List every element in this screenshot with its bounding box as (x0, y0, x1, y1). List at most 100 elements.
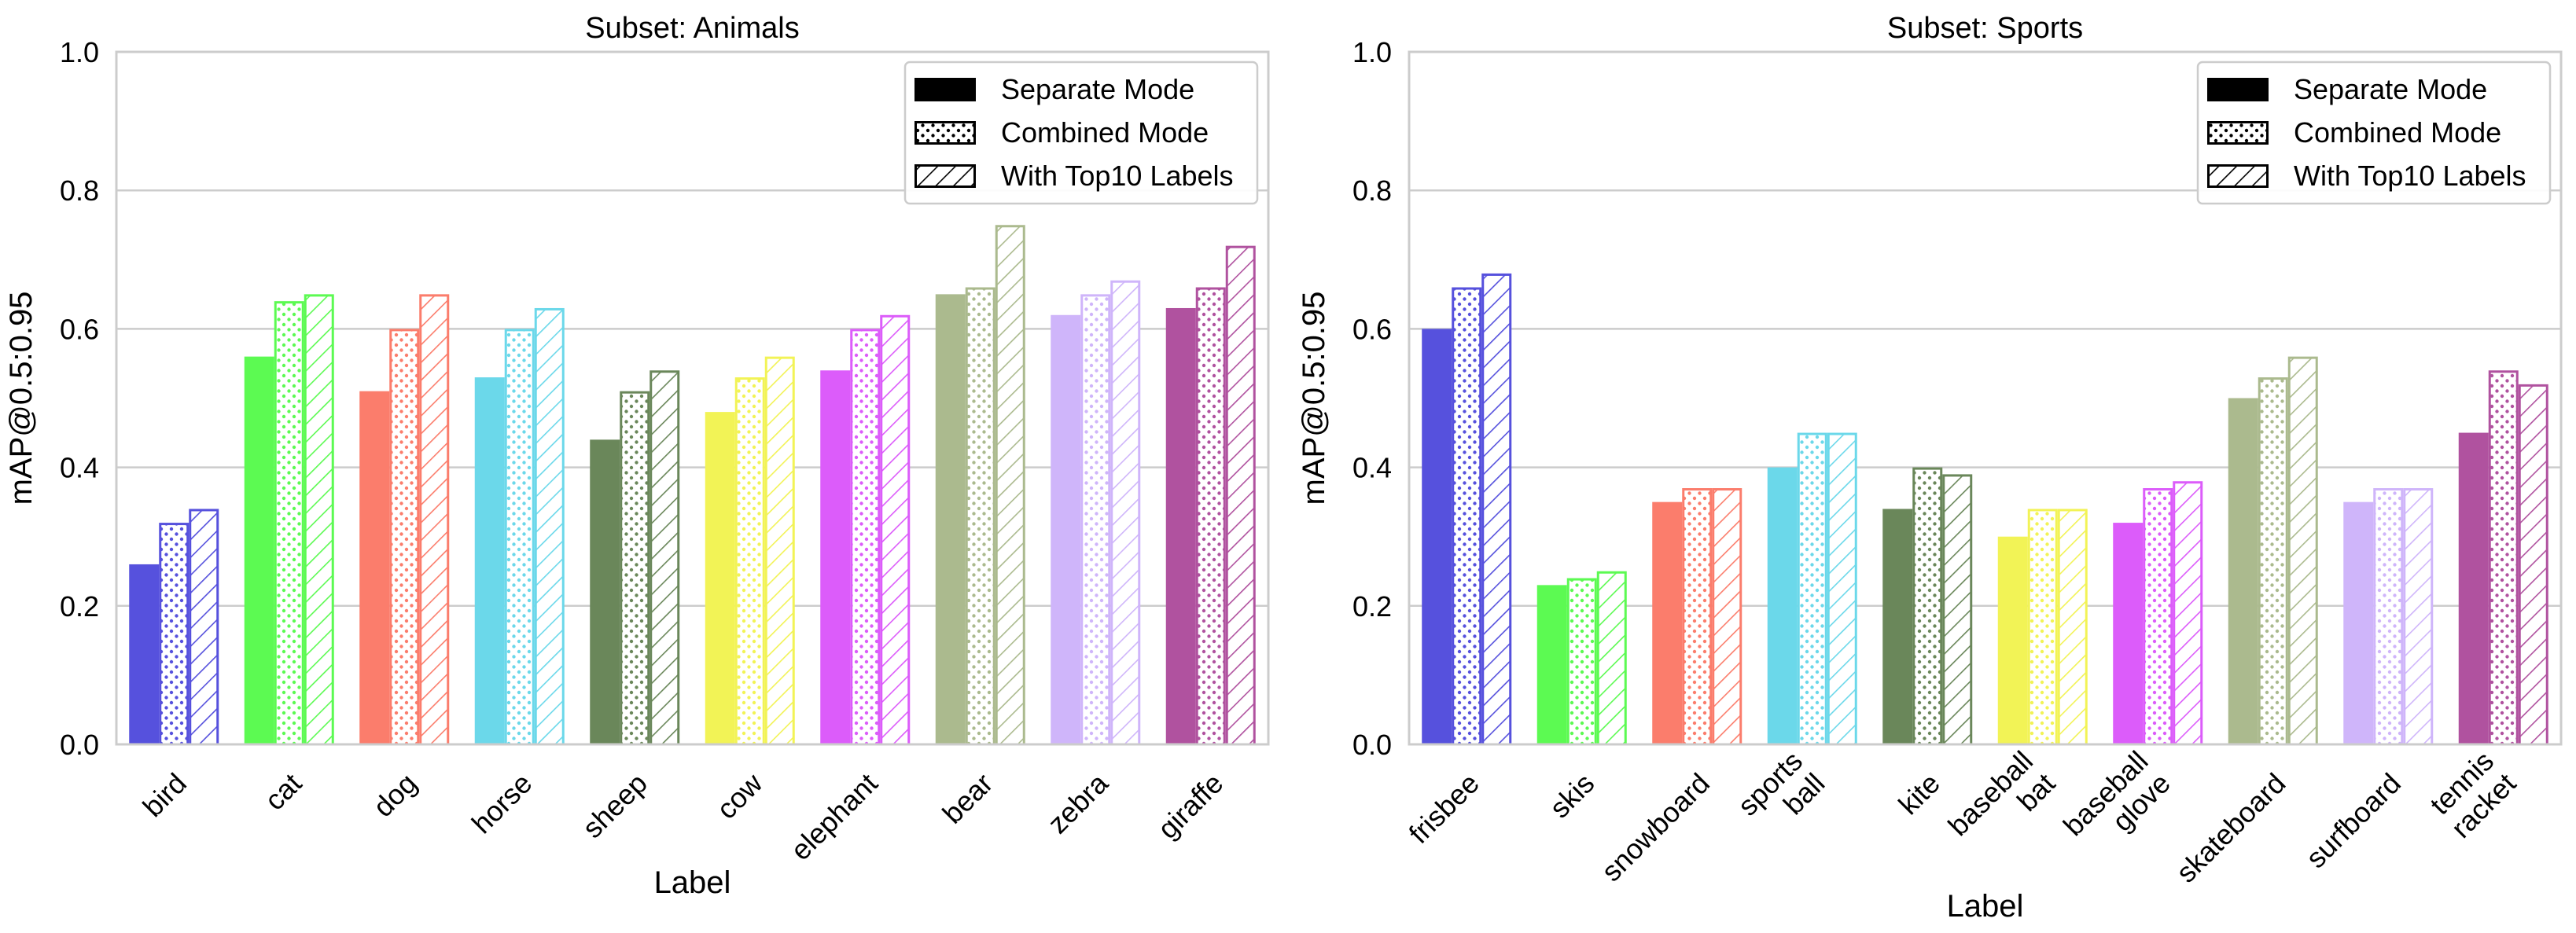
bar-dots-1 (159, 523, 190, 746)
bar-dots-8 (2258, 377, 2288, 746)
bar-dots-4 (504, 329, 535, 746)
bar-solid-3 (1652, 501, 1683, 744)
x-tick-label: bird (136, 767, 192, 823)
y-tick-label: 0.4 (60, 452, 99, 484)
bar-hatch-1 (1481, 273, 1512, 746)
bar-hatch-5 (650, 370, 680, 746)
bar-dots-5 (620, 391, 650, 746)
bar-solid-10 (2458, 432, 2489, 744)
plot-frame (1408, 50, 2563, 746)
x-tick-line: snowboard (1595, 767, 1716, 888)
x-tick-label: skateboard (2169, 767, 2291, 889)
plot-frame (115, 50, 1270, 746)
bar-solid-5 (1882, 509, 1913, 744)
x-axis-label: Label (1947, 889, 2024, 924)
x-tick-line: bear (936, 767, 999, 830)
x-tick-line: surfboard (2299, 767, 2407, 875)
x-tick-label: cow (710, 766, 769, 825)
bar-dots-9 (1080, 294, 1111, 746)
bar-solid-5 (590, 439, 620, 744)
legend-swatch-hatch (2207, 164, 2269, 188)
chart-title: Subset: Animals (585, 12, 799, 45)
x-tick-line: cow (710, 766, 769, 825)
bar-solid-2 (1536, 585, 1567, 744)
bar-solid-4 (474, 377, 505, 744)
bar-hatch-6 (764, 356, 795, 746)
bar-solid-6 (705, 412, 735, 744)
bar-hatch-7 (880, 314, 911, 746)
legend-label: Combined Mode (2294, 116, 2501, 149)
bar-solid-6 (1997, 536, 2028, 744)
bar-dots-7 (2143, 488, 2173, 746)
legend: Separate Mode Combined Mode With Top10 Lab… (2196, 61, 2552, 205)
bar-hatch-8 (995, 225, 1025, 746)
legend-label: Separate Mode (1001, 73, 1194, 105)
x-tick-label: skis (1544, 767, 1601, 825)
bar-hatch-4 (534, 307, 565, 746)
bar-solid-1 (129, 564, 160, 744)
bar-solid-4 (1767, 467, 1798, 744)
legend-label: With Top10 Labels (1001, 160, 1234, 192)
bar-solid-10 (1165, 307, 1196, 745)
bar-solid-9 (2343, 501, 2374, 744)
x-tick-label: horse (466, 767, 539, 840)
legend-label: With Top10 Labels (2294, 160, 2526, 192)
x-tick-line: sheep (576, 767, 653, 844)
y-tick-label: 0.4 (1352, 452, 1392, 484)
bar-solid-7 (2113, 523, 2144, 744)
y-axis-label: mAP@0.5:0.95 (4, 292, 39, 505)
bar-solid-8 (2228, 398, 2258, 744)
bar-dots-3 (389, 329, 420, 746)
legend-swatch-hatch (914, 164, 976, 188)
x-tick-label: snowboard (1595, 767, 1716, 888)
y-tick-label: 0.6 (1352, 313, 1392, 345)
bar-dots-6 (734, 377, 765, 746)
x-tick-line: frisbee (1403, 767, 1485, 850)
bar-hatch-7 (2173, 481, 2203, 746)
x-tick-label: dog (366, 767, 422, 823)
bar-solid-3 (359, 391, 390, 744)
legend-box (903, 61, 1259, 205)
x-tick-label: elephant (784, 767, 884, 867)
y-tick-label: 1.0 (1352, 36, 1392, 68)
bar-dots-9 (2373, 488, 2404, 746)
y-tick-label: 1.0 (60, 36, 99, 68)
bar-solid-8 (935, 294, 966, 745)
x-tick-line: skateboard (2169, 767, 2291, 889)
bar-solid-7 (820, 370, 851, 744)
bar-hatch-4 (1827, 432, 1857, 746)
x-tick-label: bear (936, 767, 999, 830)
bar-hatch-8 (2287, 356, 2318, 746)
x-tick-label: cat (258, 767, 307, 817)
y-tick-label: 0.6 (60, 313, 99, 345)
y-axis-label: mAP@0.5:0.95 (1297, 292, 1331, 505)
bar-hatch-3 (1712, 488, 1742, 746)
x-tick-label: surfboard (2299, 767, 2407, 875)
bar-solid-2 (244, 356, 274, 744)
y-tick-label: 0.8 (60, 174, 99, 207)
bar-dots-2 (274, 301, 304, 746)
bar-dots-1 (1452, 287, 1482, 746)
bar-hatch-3 (419, 294, 450, 746)
x-tick-label: baseballbat (1941, 744, 2061, 864)
x-tick-line: skis (1544, 767, 1601, 825)
y-tick-label: 0.0 (60, 729, 99, 761)
x-tick-line: zebra (1041, 766, 1114, 839)
bar-dots-3 (1682, 488, 1713, 746)
chart-panel-1: 0.0 0.2 0.4 0.6 0.8 1.0 bird cat dog horse sheep co… (4, 12, 1270, 900)
legend-label: Separate Mode (2294, 73, 2487, 105)
x-tick-label: tennisracket (2423, 744, 2523, 844)
x-tick-label: sportsball (1731, 744, 1831, 844)
bar-dots-7 (850, 329, 881, 746)
legend-label: Combined Mode (1001, 116, 1209, 149)
bar-hatch-9 (2403, 488, 2434, 746)
bar-hatch-6 (2057, 509, 2088, 746)
y-tick-label: 0.8 (1352, 174, 1392, 207)
x-tick-line: dog (366, 767, 422, 823)
x-tick-line: horse (466, 767, 539, 840)
x-tick-line: cat (258, 767, 307, 817)
bar-hatch-5 (1942, 474, 1973, 746)
y-tick-label: 0.0 (1352, 729, 1392, 761)
